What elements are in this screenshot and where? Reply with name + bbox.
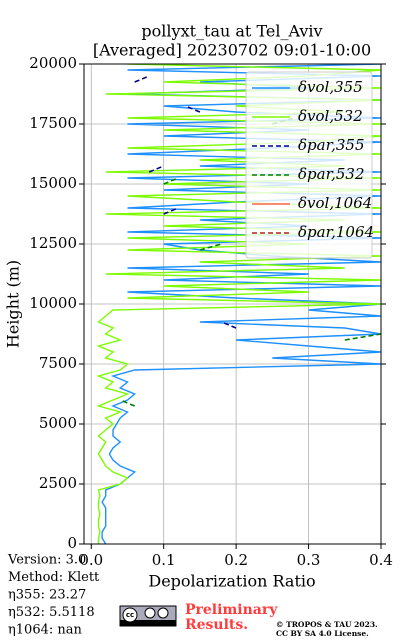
y-tick-label: 12500 xyxy=(29,234,77,252)
y-tick-label: 17500 xyxy=(29,114,77,132)
x-axis-label: Depolarization Ratio xyxy=(148,572,315,591)
copyright-text: CC BY SA 4.0 License. xyxy=(276,629,369,638)
legend-box xyxy=(245,71,373,259)
x-tick-label: 0.1 xyxy=(152,551,176,569)
y-tick-label: 5000 xyxy=(39,414,77,432)
legend-label: δvol,532 xyxy=(298,107,363,125)
series-line xyxy=(119,117,381,407)
info-text: η355: 23.27 xyxy=(8,588,86,603)
legend-label: δvol,1064 xyxy=(298,194,372,212)
info-text: η1064: nan xyxy=(8,623,83,638)
y-tick-label: 2500 xyxy=(39,474,77,492)
info-text: Version: 3.0 xyxy=(7,553,86,568)
y-axis-label: Height (m) xyxy=(4,260,23,348)
chart-title: pollyxt_tau at Tel_Aviv xyxy=(141,22,322,41)
y-tick-label: 15000 xyxy=(29,174,77,192)
x-tick-label: 0.4 xyxy=(369,551,393,569)
legend-label: δvol,355 xyxy=(298,78,363,96)
x-tick-label: 0.2 xyxy=(224,551,248,569)
y-tick-label: 0 xyxy=(67,534,77,552)
x-tick-label: 0.0 xyxy=(79,551,103,569)
legend-label: δpar,1064 xyxy=(298,223,374,241)
notice-text: Preliminary xyxy=(185,602,278,618)
legend-label: δpar,532 xyxy=(298,165,365,183)
info-text: η532: 5.5118 xyxy=(8,605,95,620)
y-tick-label: 10000 xyxy=(29,294,77,312)
info-text: Method: Klett xyxy=(8,570,100,585)
plot-frame xyxy=(83,63,382,545)
notice-text: Results. xyxy=(185,617,248,633)
y-tick-label: 7500 xyxy=(39,354,77,372)
copyright-text: © TROPOS & TAU 2023. xyxy=(276,620,378,629)
x-tick-label: 0.3 xyxy=(297,551,321,569)
legend-label: δpar,355 xyxy=(298,136,365,154)
svg-text:cc: cc xyxy=(126,611,134,619)
cc-logo: cc xyxy=(119,605,177,627)
chart-subtitle: [Averaged] 20230702 09:01-10:00 xyxy=(93,41,371,60)
y-tick-label: 20000 xyxy=(29,54,77,72)
